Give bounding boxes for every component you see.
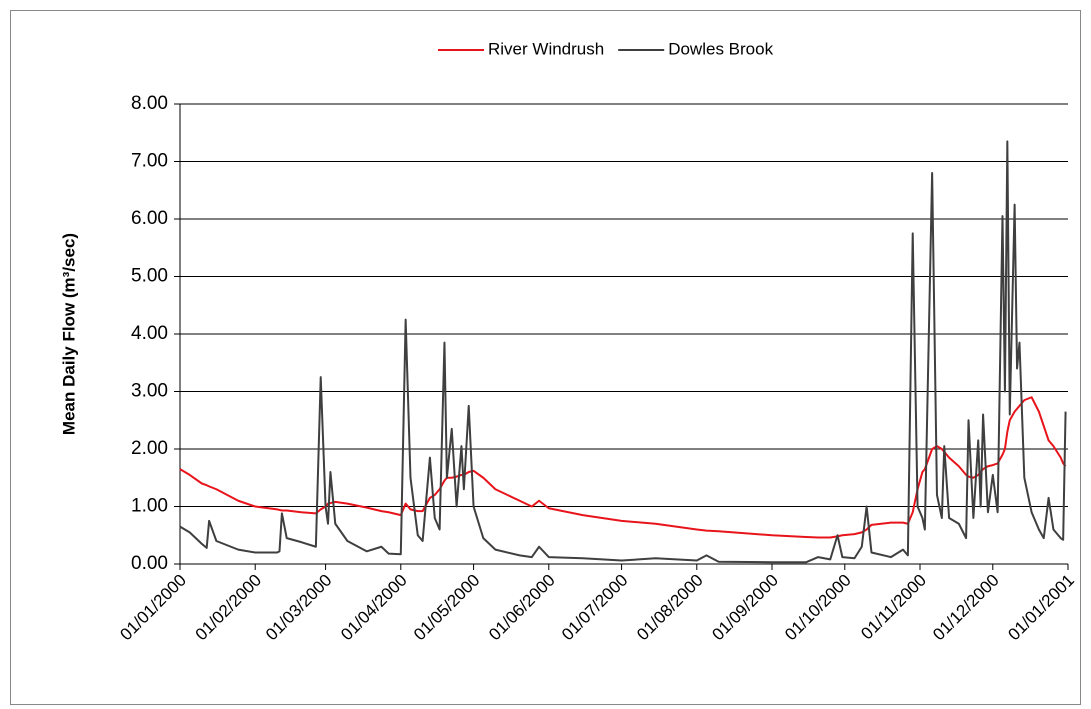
y-axis-label: Mean Daily Flow (m³/sec) (59, 233, 78, 435)
legend-label: River Windrush (488, 39, 604, 58)
y-tick-label: 7.00 (131, 151, 168, 172)
y-tick-label: 1.00 (131, 496, 168, 517)
y-tick-label: 4.00 (131, 323, 168, 344)
y-tick-label: 5.00 (131, 266, 168, 287)
y-tick-label: 2.00 (131, 438, 168, 459)
y-tick-label: 3.00 (131, 381, 168, 402)
y-tick-label: 0.00 (131, 553, 168, 574)
legend-label: Dowles Brook (668, 39, 773, 58)
series-line (179, 140, 1067, 564)
chart-border (10, 10, 1081, 705)
y-tick-label: 6.00 (131, 208, 168, 229)
y-tick-label: 8.00 (131, 93, 168, 114)
